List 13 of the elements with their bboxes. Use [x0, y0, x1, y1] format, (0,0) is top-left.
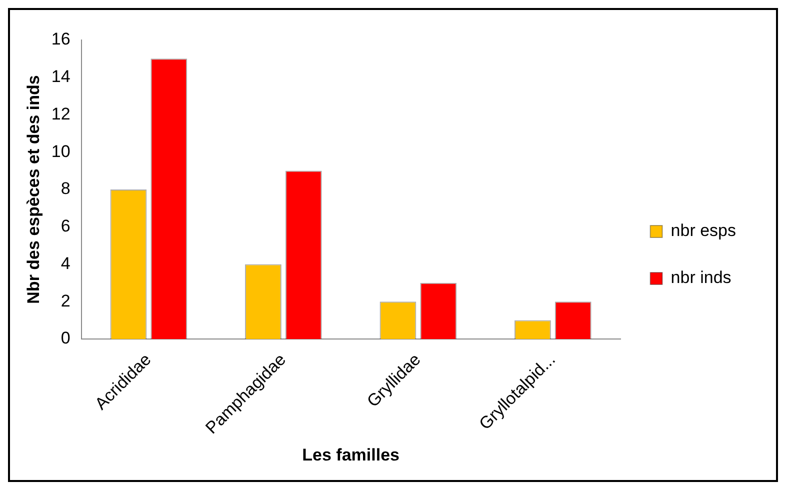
y-tick-label: 10 — [51, 142, 70, 161]
y-tick-label: 2 — [60, 291, 70, 310]
y-tick-label: 8 — [60, 179, 70, 198]
y-tick-label: 0 — [60, 328, 70, 348]
y-tick-label: 16 — [51, 30, 70, 49]
y-tick-label: 14 — [51, 67, 70, 86]
y-tick-label: 12 — [51, 104, 70, 124]
x-axis-title: Les familles — [302, 445, 400, 464]
y-tick-label: 4 — [60, 254, 70, 273]
y-axis-title: Nbr des espèces et des inds — [24, 75, 43, 304]
legend-label: nbr inds — [670, 268, 732, 288]
y-tick-label: 6 — [60, 216, 70, 236]
legend-label: nbr esps — [670, 221, 736, 240]
